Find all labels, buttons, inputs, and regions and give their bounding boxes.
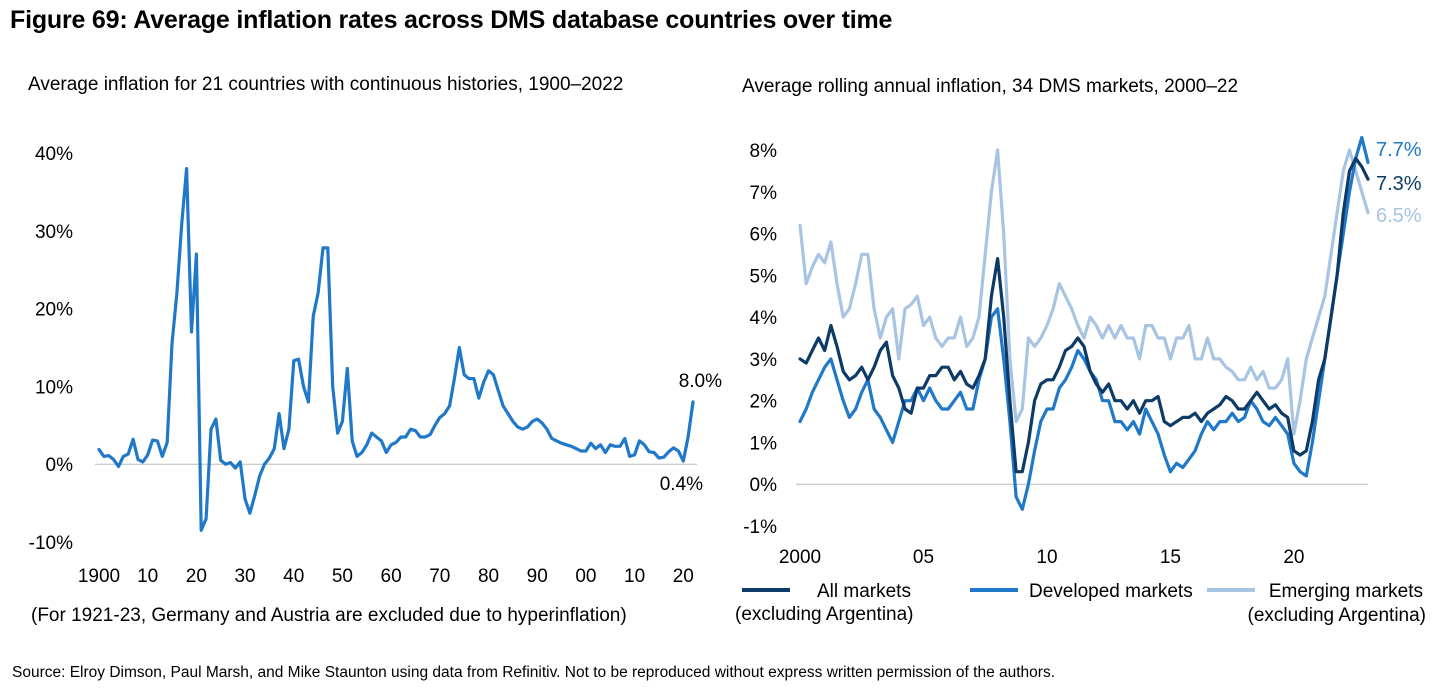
left-chart-note: (For 1921-23, Germany and Austria are ex… — [31, 605, 627, 626]
annotation-latest-value: 8.0% — [679, 371, 722, 392]
series-line-1 — [798, 135, 1370, 511]
x-tick-label: 60 — [381, 566, 402, 587]
x-tick-label: 80 — [478, 566, 499, 587]
end-value-label: 6.5% — [1376, 205, 1422, 227]
x-tick-label: 70 — [429, 566, 450, 587]
y-tick-label: 7% — [750, 183, 778, 204]
y-tick-label: -10% — [29, 533, 73, 554]
annotation-prior-value: 0.4% — [660, 474, 703, 495]
y-tick-label: 30% — [35, 222, 73, 243]
x-tick-label: 20 — [673, 566, 694, 587]
y-tick-label: 8% — [750, 141, 778, 162]
legend-label: (excluding Argentina) — [1248, 605, 1427, 626]
series-line-0 — [798, 148, 1370, 436]
legend-label: Developed markets — [1029, 581, 1193, 602]
x-tick-label: 40 — [283, 566, 304, 587]
y-tick-label: 10% — [35, 377, 73, 398]
x-tick-label: 00 — [575, 566, 596, 587]
x-tick-label: 10 — [1036, 547, 1057, 568]
end-value-label: 7.7% — [1376, 139, 1422, 161]
left-chart-title: Average inflation for 21 countries with … — [28, 74, 624, 95]
y-tick-label: 0% — [750, 475, 778, 496]
y-tick-label: 1% — [750, 433, 778, 454]
y-tick-label: 20% — [35, 300, 73, 321]
y-tick-label: 4% — [750, 308, 778, 329]
x-tick-label: 20 — [186, 566, 207, 587]
legend-label: Emerging markets — [1269, 581, 1423, 602]
x-tick-label: 30 — [234, 566, 255, 587]
y-tick-label: -1% — [743, 517, 777, 538]
x-tick-label: 90 — [527, 566, 548, 587]
series-line-2 — [798, 156, 1370, 474]
y-tick-label: 3% — [750, 350, 778, 371]
y-tick-label: 6% — [750, 225, 778, 246]
x-tick-label: 20 — [1283, 547, 1304, 568]
x-tick-label: 15 — [1160, 547, 1181, 568]
right-rolling-inflation-chart: -1% 0% 1% 2% 3% 4% 5% 6% 7% 8% 2000 05 10 15 20 7.7% 7.3… — [735, 135, 1427, 626]
x-tick-label: 05 — [913, 547, 934, 568]
x-tick-label: 50 — [332, 566, 353, 587]
source-note: Source: Elroy Dimson, Paul Marsh, and Mi… — [12, 664, 1056, 681]
legend-label: (excluding Argentina) — [735, 604, 914, 625]
x-tick-label: 10 — [624, 566, 645, 587]
inflation-series-line — [97, 167, 695, 532]
y-tick-label: 2% — [750, 392, 778, 413]
y-tick-label: 0% — [46, 455, 74, 476]
end-value-label: 7.3% — [1376, 173, 1422, 195]
legend-label: All markets — [817, 581, 911, 602]
y-tick-label: 40% — [35, 144, 73, 165]
y-tick-label: 5% — [750, 266, 778, 287]
figure-title: Figure 69: Average inflation rates acros… — [10, 6, 893, 34]
x-tick-label: 10 — [137, 566, 158, 587]
right-chart-title: Average rolling annual inflation, 34 DMS… — [742, 76, 1239, 97]
x-tick-label: 1900 — [78, 566, 120, 587]
left-inflation-chart: -10% 0% 10% 20% 30% 40% 1900 10 20 30 40 50 60 70 80 90… — [29, 144, 722, 626]
x-tick-label: 2000 — [779, 547, 821, 568]
